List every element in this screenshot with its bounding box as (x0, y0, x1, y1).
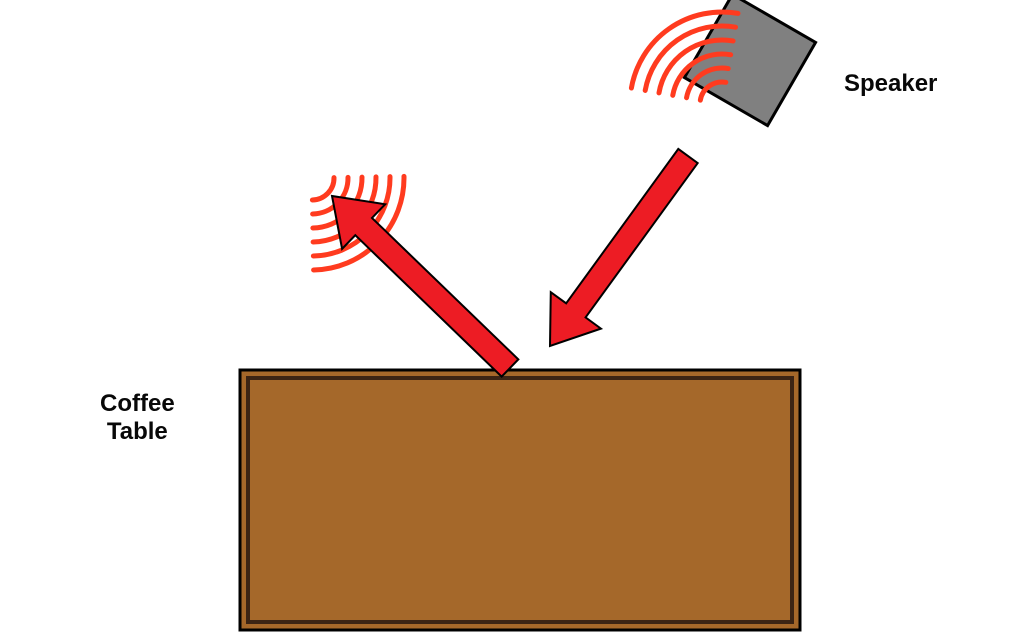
speaker-icon (684, 0, 815, 126)
incoming-sound-arrow (525, 138, 713, 364)
coffee-table (240, 370, 800, 630)
speaker-label: Speaker (844, 70, 937, 98)
coffee-table-label: Coffee Table (100, 390, 175, 445)
reflected-sound-arrow (310, 174, 531, 391)
